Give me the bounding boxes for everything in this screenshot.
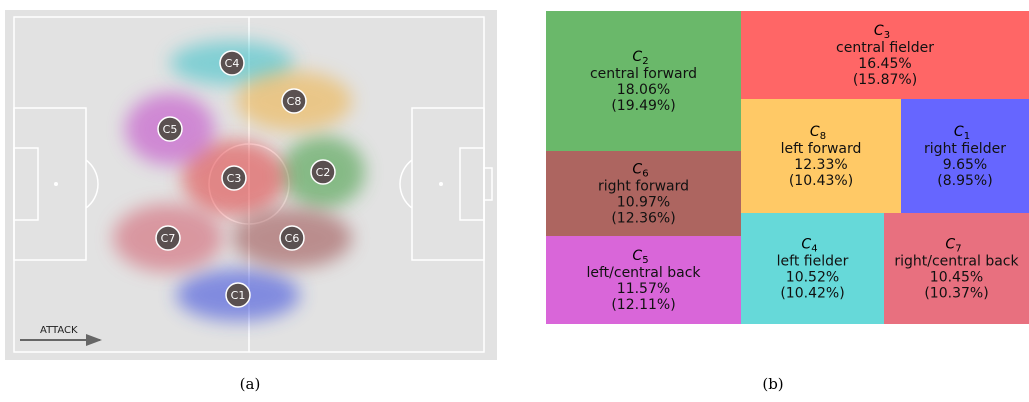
caption: (b) <box>762 375 783 393</box>
cell-share-label: 10.52% <box>786 270 839 286</box>
treemap-cell <box>741 99 901 213</box>
cell-alt-share-label: (10.43%) <box>789 173 853 189</box>
cell-alt-share-label: (10.37%) <box>924 286 988 302</box>
cell-share-label: 18.06% <box>617 82 670 98</box>
cluster-label: C3 <box>227 172 242 185</box>
cell-share-label: 16.45% <box>858 56 911 72</box>
cluster-marker <box>281 88 307 114</box>
cluster-labels: C1 C2 C3 C4 C5 C6 C7 C8 <box>155 50 336 308</box>
cell-alt-share-label: (12.36%) <box>611 211 675 227</box>
cell-role: central fielder <box>836 40 934 56</box>
cluster-marker <box>221 165 247 191</box>
cell-subscript: 7 <box>955 244 961 255</box>
cluster-label: C1 <box>231 289 246 302</box>
cell-subscript: 1 <box>964 131 970 142</box>
cluster-marker <box>155 225 181 251</box>
cluster-marker <box>157 116 183 142</box>
treemap-cell <box>546 236 741 324</box>
cell-subscript: 6 <box>642 169 648 180</box>
cluster-label: C5 <box>163 123 178 136</box>
treemap-cell <box>884 213 1029 324</box>
cell-role: right fielder <box>924 141 1006 157</box>
cluster-label: C2 <box>316 166 331 179</box>
cluster-marker <box>225 282 251 308</box>
cell-alt-share-label: (12.11%) <box>611 297 675 313</box>
treemap-cell <box>901 99 1029 213</box>
treemap-cell <box>546 151 741 236</box>
cell-role: right/central back <box>894 254 1019 270</box>
cell-subscript: 4 <box>811 244 817 255</box>
treemap-cell <box>741 11 1029 99</box>
cell-subscript: 3 <box>884 30 890 41</box>
cell-subscript: 2 <box>642 56 648 67</box>
cluster-marker <box>219 50 245 76</box>
treemap-cell <box>741 213 884 324</box>
cell-role: left forward <box>781 141 862 157</box>
cell-alt-share-label: (19.49%) <box>611 98 675 114</box>
cluster-label: C4 <box>225 57 240 70</box>
cluster-label: C8 <box>287 95 302 108</box>
cell-alt-share-label: (8.95%) <box>937 173 992 189</box>
cell-role: right forward <box>598 179 689 195</box>
cluster-marker <box>279 225 305 251</box>
cell-alt-share-label: (15.87%) <box>853 72 917 88</box>
caption: (a) <box>240 375 261 393</box>
cell-share-label: 12.33% <box>794 157 847 173</box>
cluster-label: C7 <box>161 232 176 245</box>
cell-role: left/central back <box>586 265 701 281</box>
arrow-label: ATTACK <box>40 325 78 336</box>
cell-subscript: 5 <box>642 255 648 266</box>
cluster-label: C6 <box>285 232 300 245</box>
cluster-marker <box>310 159 336 185</box>
cell-share-label: 10.45% <box>930 270 983 286</box>
cell-share-label: 9.65% <box>943 157 987 173</box>
cell-share-label: 10.97% <box>617 195 670 211</box>
treemap-cell <box>546 11 741 151</box>
cell-subscript: 8 <box>820 131 826 142</box>
cell-role: left fielder <box>777 254 849 270</box>
cell-role: central forward <box>590 66 697 82</box>
cell-share-label: 11.57% <box>617 281 670 297</box>
cell-alt-share-label: (10.42%) <box>780 286 844 302</box>
